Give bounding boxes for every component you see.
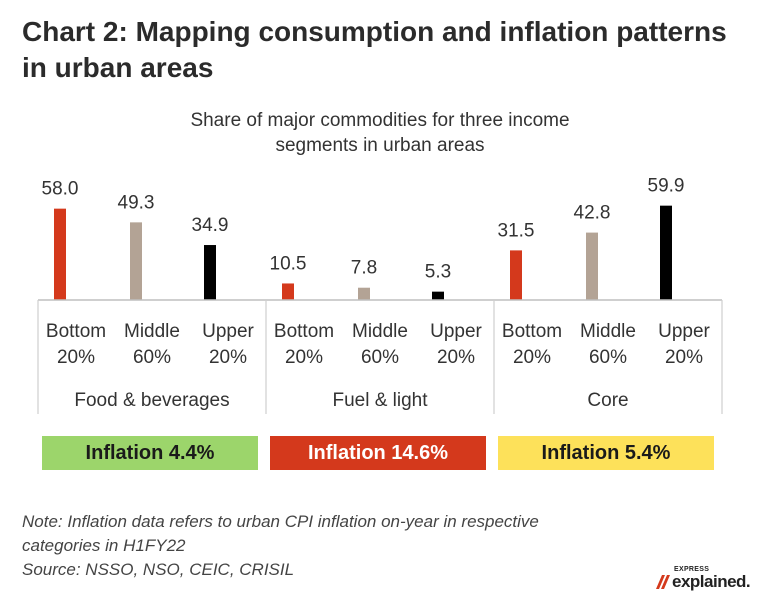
logo-small-text: EXPRESS <box>674 566 710 573</box>
bar <box>54 208 66 300</box>
segment-tick-label: Bottom <box>274 321 334 342</box>
axis-layer <box>37 299 723 414</box>
segment-tick-label: 20% <box>57 347 95 368</box>
segment-tick-label: Upper <box>202 321 254 342</box>
value-label: 58.0 <box>42 179 79 200</box>
labels-layer: 58.0 Bottom 20% 49.3 Middle 60% 34.9 Upper 20% Fo… <box>42 176 711 411</box>
group-label: Fuel & light <box>332 390 428 411</box>
segment-tick-label: Upper <box>658 321 710 342</box>
bar <box>586 232 598 300</box>
segment-tick-label: 60% <box>133 347 171 368</box>
segment-tick-label: Middle <box>124 321 180 342</box>
bar <box>432 291 444 300</box>
segment-tick-label: Middle <box>580 321 636 342</box>
segment-tick-label: 60% <box>361 347 399 368</box>
express-explained-logo: EXPRESS explained. <box>656 566 752 594</box>
segment-tick-label: Bottom <box>46 321 106 342</box>
segment-tick-label: 20% <box>513 347 551 368</box>
note-line-2: categories in H1FY22 <box>22 536 186 555</box>
segment-tick-label: Upper <box>430 321 482 342</box>
inflation-badge: Inflation 5.4% <box>498 436 714 470</box>
segment-tick-label: Middle <box>352 321 408 342</box>
chart-subtitle: Share of major commodities for three inc… <box>190 110 570 156</box>
segment-tick-label: 60% <box>589 347 627 368</box>
bar <box>510 250 522 300</box>
bar <box>358 287 370 300</box>
value-label: 34.9 <box>192 215 229 236</box>
value-label: 5.3 <box>425 262 451 283</box>
group-label: Core <box>587 390 628 411</box>
value-label: 31.5 <box>498 220 535 241</box>
note-block: Note: Inflation data refers to urban CPI… <box>22 510 722 582</box>
segment-tick-label: 20% <box>285 347 323 368</box>
bar <box>204 245 216 300</box>
segment-tick-label: 20% <box>665 347 703 368</box>
note-line-1: Note: Inflation data refers to urban CPI… <box>22 512 539 531</box>
bar <box>282 283 294 300</box>
value-label: 59.9 <box>648 176 685 197</box>
bar <box>660 205 672 300</box>
inflation-badge: Inflation 14.6% <box>270 436 486 470</box>
value-label: 49.3 <box>118 192 155 213</box>
segment-tick-label: Bottom <box>502 321 562 342</box>
value-label: 10.5 <box>270 253 307 274</box>
logo-main-text: explained. <box>672 572 751 591</box>
bars-layer <box>54 205 672 300</box>
bar-chart: 58.0 Bottom 20% 49.3 Middle 60% 34.9 Upper 20% Fo… <box>37 176 723 414</box>
inflation-badge: Inflation 4.4% <box>42 436 258 470</box>
value-label: 42.8 <box>574 203 611 224</box>
group-label: Food & beverages <box>74 390 229 411</box>
segment-tick-label: 20% <box>209 347 247 368</box>
segment-tick-label: 20% <box>437 347 475 368</box>
bar <box>130 222 142 300</box>
logo-stripes-icon <box>656 575 670 589</box>
source-line: Source: NSSO, NSO, CEIC, CRISIL <box>22 560 295 579</box>
chart-title: Chart 2: Mapping consumption and inflati… <box>22 16 727 83</box>
value-label: 7.8 <box>351 258 377 279</box>
